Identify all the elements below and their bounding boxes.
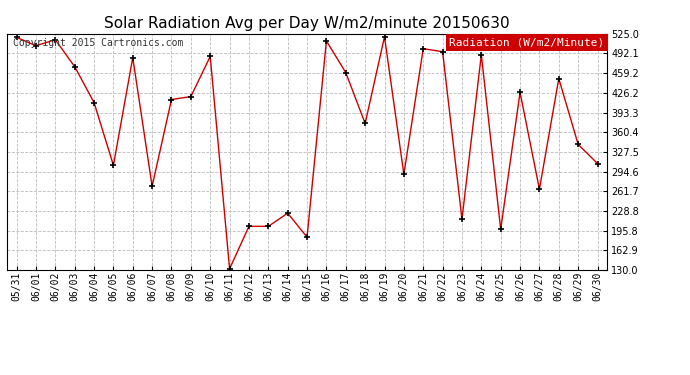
Text: Copyright 2015 Cartronics.com: Copyright 2015 Cartronics.com [13,39,184,48]
Text: Radiation (W/m2/Minute): Radiation (W/m2/Minute) [449,37,604,47]
Title: Solar Radiation Avg per Day W/m2/minute 20150630: Solar Radiation Avg per Day W/m2/minute … [104,16,510,31]
